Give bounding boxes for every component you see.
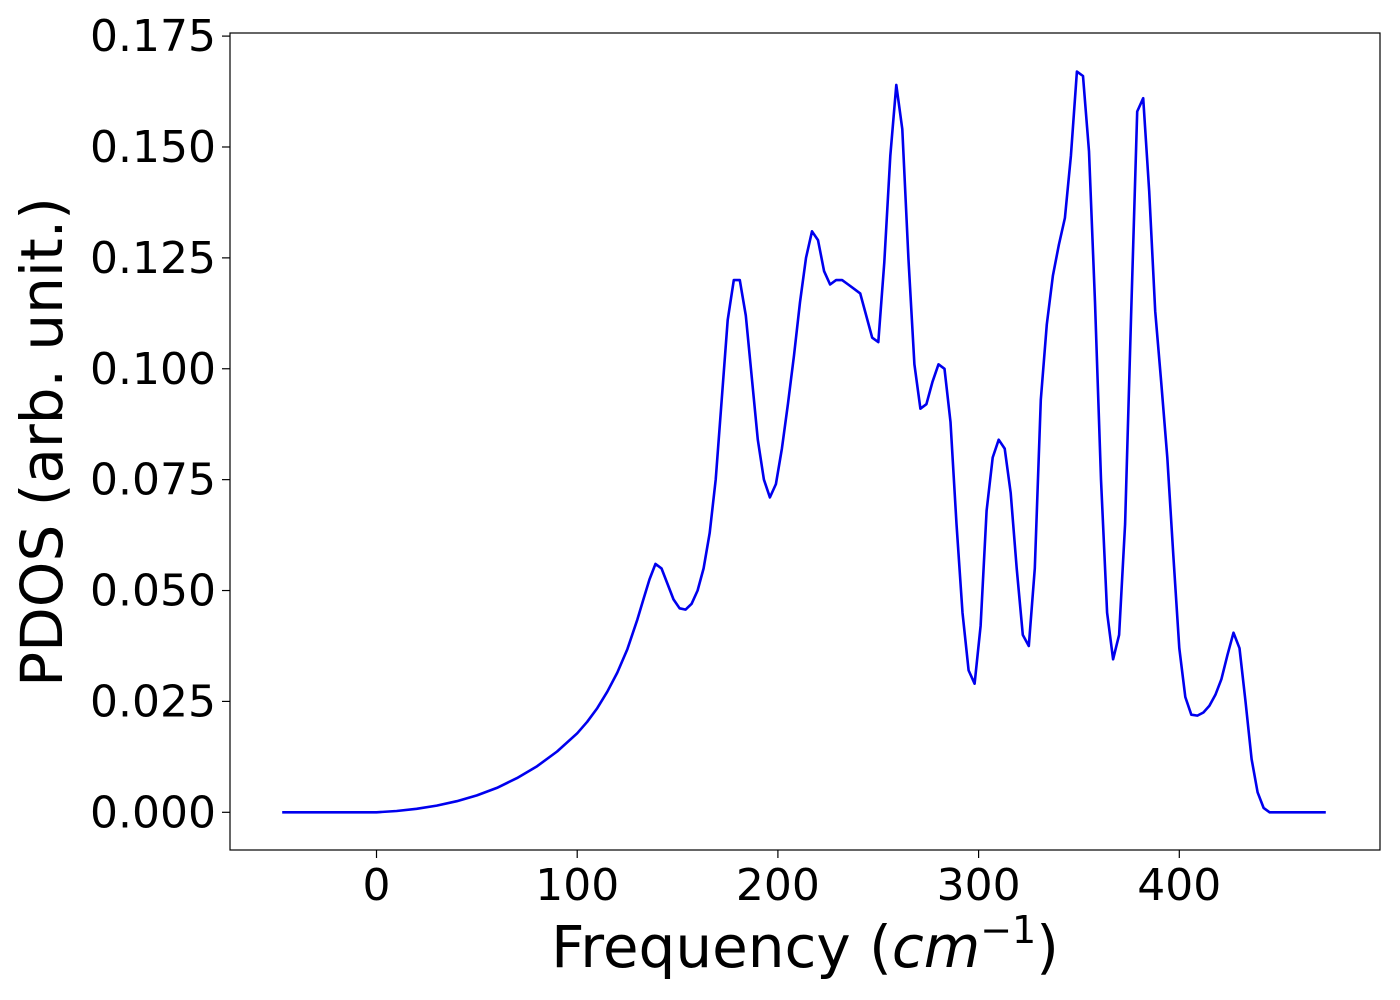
plot-frame [229,32,1381,851]
y-tick-label: 0.100 [90,344,216,395]
x-tick-label: 100 [535,860,619,911]
y-tick-label: 0.000 [90,787,216,838]
y-tick-label: 0.125 [90,233,216,284]
x-tick-label: 300 [937,860,1021,911]
y-tick-label: 0.175 [90,11,216,62]
x-tick-label: 200 [736,860,820,911]
x-tick-label: 0 [363,860,391,911]
x-axis-label: Frequency (cm−1) [551,908,1059,981]
y-axis-label: PDOS (arb. unit.) [8,197,76,687]
x-axis-ticks: 0 100 200 300 400 [363,850,1221,911]
y-tick-label: 0.050 [90,566,216,617]
x-tick-label: 400 [1137,860,1221,911]
y-tick-label: 0.150 [90,122,216,173]
y-axis-ticks: 0.000 0.025 0.050 0.075 0.100 0.125 0.150 0.175 [90,11,230,838]
y-tick-label: 0.075 [90,455,216,506]
pdos-line [282,70,1326,814]
y-tick-label: 0.025 [90,676,216,727]
